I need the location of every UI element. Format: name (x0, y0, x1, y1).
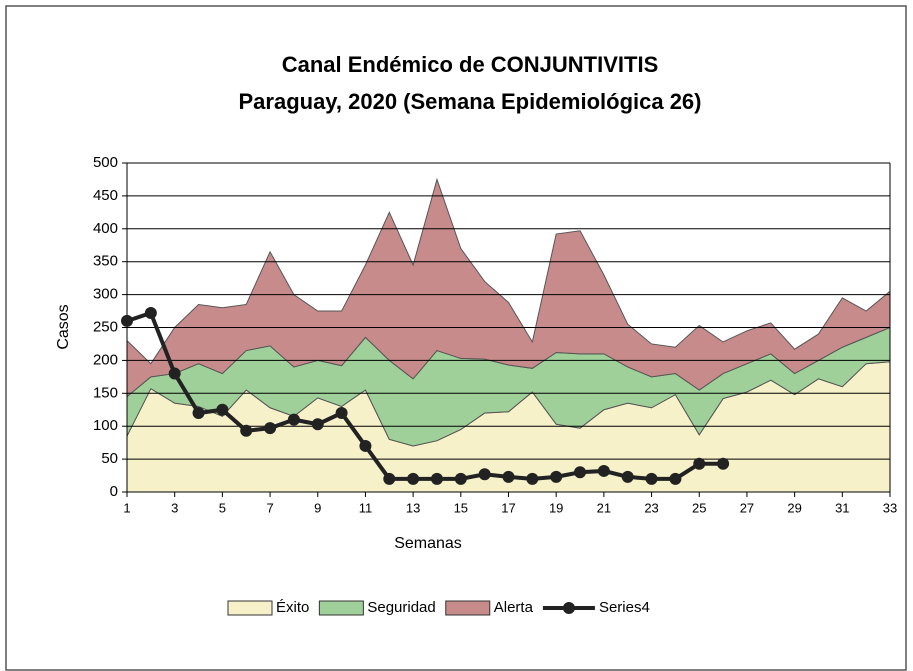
point (645, 472, 658, 485)
legend-label: Seguridad (367, 599, 435, 616)
point (669, 472, 682, 485)
x-tick-label: 33 (883, 500, 897, 515)
legend-label: Alerta (494, 599, 534, 616)
point (502, 470, 515, 483)
x-tick-label: 21 (597, 500, 611, 515)
y-tick-label: 500 (93, 154, 118, 171)
y-axis-label: Casos (55, 304, 72, 349)
y-tick-label: 150 (93, 384, 118, 401)
y-tick-label: 350 (93, 253, 118, 270)
point (168, 367, 181, 380)
chart-subtitle: Paraguay, 2020 (Semana Epidemiológica 26… (238, 89, 701, 114)
x-tick-label: 13 (406, 500, 420, 515)
x-tick-label: 15 (454, 500, 468, 515)
point (621, 470, 634, 483)
y-tick-label: 250 (93, 318, 118, 335)
point (359, 439, 372, 452)
point (454, 472, 467, 485)
legend-swatch (318, 600, 364, 616)
point (144, 307, 157, 320)
point (240, 424, 253, 437)
y-tick-label: 100 (93, 417, 118, 434)
x-axis-label: Semanas (394, 535, 462, 552)
x-tick-label: 7 (266, 500, 273, 515)
y-tick-label: 0 (110, 483, 118, 500)
x-tick-label: 17 (501, 500, 515, 515)
point (383, 472, 396, 485)
x-tick-label: 1 (123, 500, 130, 515)
x-tick-label: 11 (359, 500, 373, 515)
point (717, 457, 730, 470)
legend-marker (562, 602, 575, 614)
x-tick-label: 19 (549, 500, 563, 515)
point (693, 457, 706, 470)
point (550, 470, 563, 483)
x-tick-label: 23 (644, 500, 658, 515)
point (574, 466, 587, 479)
point (478, 468, 491, 481)
point (597, 464, 610, 477)
legend-label: Series4 (599, 599, 650, 616)
x-tick-label: 27 (740, 500, 754, 515)
chart-title: Canal Endémico de CONJUNTIVITIS (282, 52, 659, 77)
y-tick-label: 300 (93, 286, 118, 303)
x-tick-label: 31 (835, 500, 849, 515)
point (335, 407, 348, 420)
y-tick-label: 200 (93, 351, 118, 368)
x-tick-label: 29 (787, 500, 801, 515)
x-tick-label: 3 (171, 500, 178, 515)
point (287, 413, 300, 426)
point (430, 472, 443, 485)
point (264, 422, 277, 435)
y-tick-label: 400 (93, 220, 118, 237)
legend-label: Éxito (276, 599, 309, 616)
point (526, 472, 539, 485)
point (121, 314, 133, 327)
x-tick-label: 9 (314, 500, 321, 515)
x-tick-label: 5 (219, 500, 226, 515)
point (311, 418, 324, 431)
point (192, 407, 205, 420)
legend-swatch (445, 600, 491, 616)
legend-swatch (227, 600, 273, 616)
point (407, 472, 420, 485)
y-tick-label: 50 (101, 450, 118, 467)
point (216, 403, 229, 416)
y-tick-label: 450 (93, 187, 118, 204)
x-tick-label: 25 (692, 500, 706, 515)
